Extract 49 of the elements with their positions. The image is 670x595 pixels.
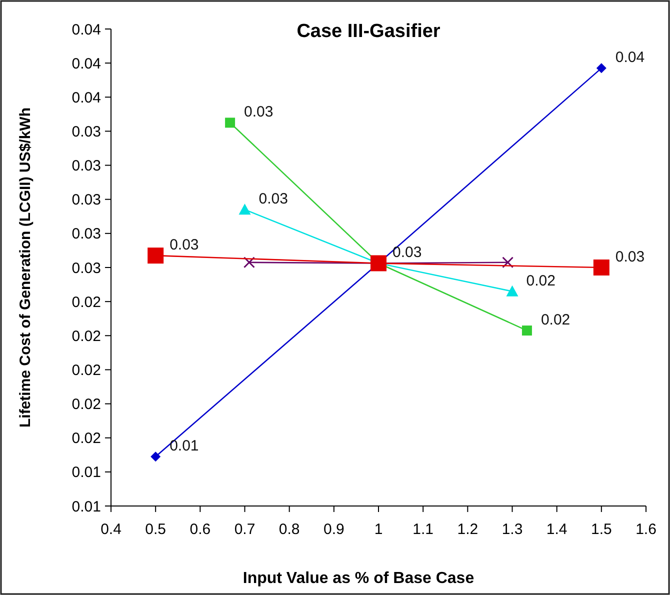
y-tick-label: 0.04 [72, 55, 101, 72]
x-axis-title: Input Value as % of Base Case [242, 570, 474, 587]
x-tick-label: 1.2 [457, 521, 478, 538]
x-tick-label: 1.4 [546, 521, 568, 538]
y-tick-label: 0.02 [72, 294, 101, 311]
chart-title: Case III-Gasifier [296, 21, 441, 42]
y-tick-label: 0.02 [72, 396, 101, 414]
point [150, 452, 161, 462]
data-label: 0.02 [526, 272, 556, 290]
y-tick-label: 0.02 [72, 362, 101, 379]
x-tick-label: 1.5 [590, 521, 612, 538]
y-tick-label: 0.03 [72, 260, 101, 277]
data-label: 0.01 [170, 438, 199, 455]
data-label: 0.03 [170, 236, 199, 254]
point [522, 326, 532, 336]
point [502, 256, 514, 268]
point [593, 260, 610, 276]
y-tick-label: 0.04 [72, 89, 101, 106]
point [370, 255, 386, 272]
point [243, 256, 255, 268]
point [148, 248, 164, 264]
point [596, 63, 606, 74]
y-tick-label: 0.03 [72, 158, 101, 175]
y-tick-label: 0.02 [72, 328, 101, 345]
x-tick-label: 0.5 [145, 521, 166, 538]
data-label: 0.03 [392, 244, 422, 262]
data-label: 0.03 [244, 104, 274, 121]
y-tick-label: 0.03 [72, 123, 101, 140]
x-tick-label: 0.4 [100, 521, 122, 538]
x-tick-label: 0.9 [323, 521, 344, 538]
x-tick-label: 0.8 [278, 521, 300, 538]
y-tick-label: 0.01 [72, 498, 101, 516]
x-tick-label: 1 [374, 521, 383, 538]
data-label: 0.03 [258, 190, 288, 208]
x-tick-label: 0.7 [234, 521, 256, 538]
x-tick-label: 1.6 [636, 521, 656, 538]
point [225, 118, 236, 128]
x-tick-label: 0.6 [190, 521, 211, 538]
y-tick-label: 0.03 [72, 192, 101, 209]
y-tick-label: 0.04 [72, 21, 101, 38]
y-tick-label: 0.03 [72, 226, 101, 243]
y-axis-title: Lifetime Cost of Generation (LCGII) US$/kWh [17, 107, 34, 428]
x-tick-label: 1.1 [412, 521, 434, 538]
data-label: 0.04 [615, 49, 645, 66]
data-label: 0.03 [615, 248, 645, 266]
y-tick-label: 0.01 [72, 464, 101, 482]
y-tick-label: 0.02 [72, 430, 101, 448]
data-label: 0.02 [540, 312, 570, 329]
x-tick-label: 1.3 [502, 521, 523, 538]
